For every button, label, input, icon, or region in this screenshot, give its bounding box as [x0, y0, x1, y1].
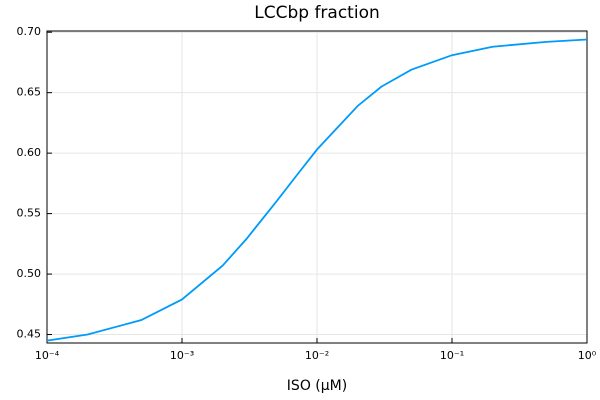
y-tick-label: 0.50: [17, 267, 42, 280]
y-tick-label: 0.60: [17, 146, 42, 159]
y-tick-label: 0.55: [17, 207, 42, 220]
plot-frame: [46, 30, 588, 344]
x-tick-label: 10⁰: [578, 349, 597, 362]
x-tick-label: 10⁻³: [170, 349, 194, 362]
x-tick-label: 10⁻²: [305, 349, 329, 362]
y-tick-label: 0.45: [17, 328, 42, 341]
x-tick-label: 10⁻¹: [440, 349, 464, 362]
data-line: [46, 38, 588, 342]
y-tick-label: 0.70: [17, 25, 42, 38]
x-tick-label: 10⁻⁴: [35, 349, 60, 362]
y-tick-label: 0.65: [17, 86, 42, 99]
chart-title: LCCbp fraction: [254, 3, 380, 23]
x-axis-label: ISO (μM): [287, 378, 347, 394]
